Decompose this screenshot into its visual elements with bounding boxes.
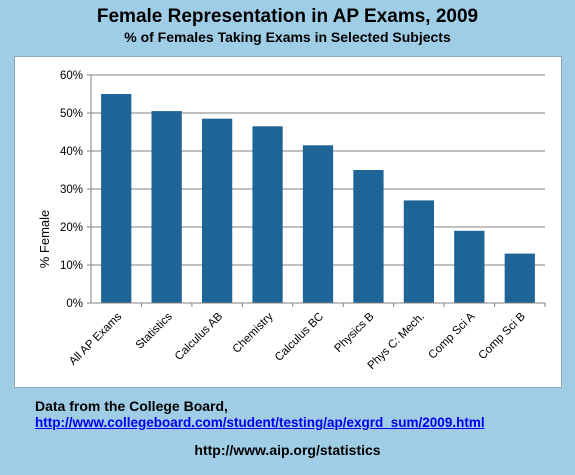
bar-chart: 0% 10% 20% 30% 40% 50% 60% All AP Exams Statist… [37, 70, 546, 372]
y-tick-label: 50% [60, 108, 83, 120]
x-category-label: Statistics [134, 310, 175, 351]
x-category-label: All AP Exams [67, 310, 124, 367]
source-link[interactable]: http://www.collegeboard.com/student/test… [35, 415, 485, 430]
y-axis-title: % Female [37, 210, 52, 269]
x-category-label: Physics B [332, 310, 376, 354]
bar [151, 111, 182, 303]
chart-subtitle: % of Females Taking Exams in Selected Su… [124, 29, 451, 45]
x-category-label: Comp Sci B [476, 310, 528, 362]
bar [101, 94, 132, 303]
x-category-label: Chemistry [231, 310, 276, 355]
y-tick-label: 30% [60, 184, 83, 196]
y-tick-label: 20% [60, 222, 83, 234]
source-text: Data from the College Board, [35, 398, 228, 414]
bars [101, 94, 535, 303]
x-category-label: Comp Sci A [426, 310, 477, 361]
chart-title: Female Representation in AP Exams, 2009 [96, 6, 479, 27]
x-category-label: Calculus BC [273, 311, 326, 364]
y-tick-label: 0% [66, 298, 83, 310]
bar [201, 118, 233, 303]
bar [504, 253, 535, 303]
bar [252, 126, 283, 303]
y-tick-label: 60% [60, 70, 83, 82]
x-category-label: Calculus AB [173, 310, 226, 363]
bar [403, 200, 435, 303]
site-url: http://www.aip.org/statistics [194, 442, 381, 458]
bar [302, 145, 334, 303]
axes [87, 74, 546, 307]
chart-panel: 0% 10% 20% 30% 40% 50% 60% All AP Exams Statist… [14, 56, 562, 388]
y-tick-label: 40% [60, 146, 83, 158]
y-tick-labels: 0% 10% 20% 30% 40% 50% 60% [60, 70, 83, 310]
bar [454, 230, 485, 303]
y-tick-label: 10% [60, 260, 83, 272]
bar [353, 170, 384, 303]
